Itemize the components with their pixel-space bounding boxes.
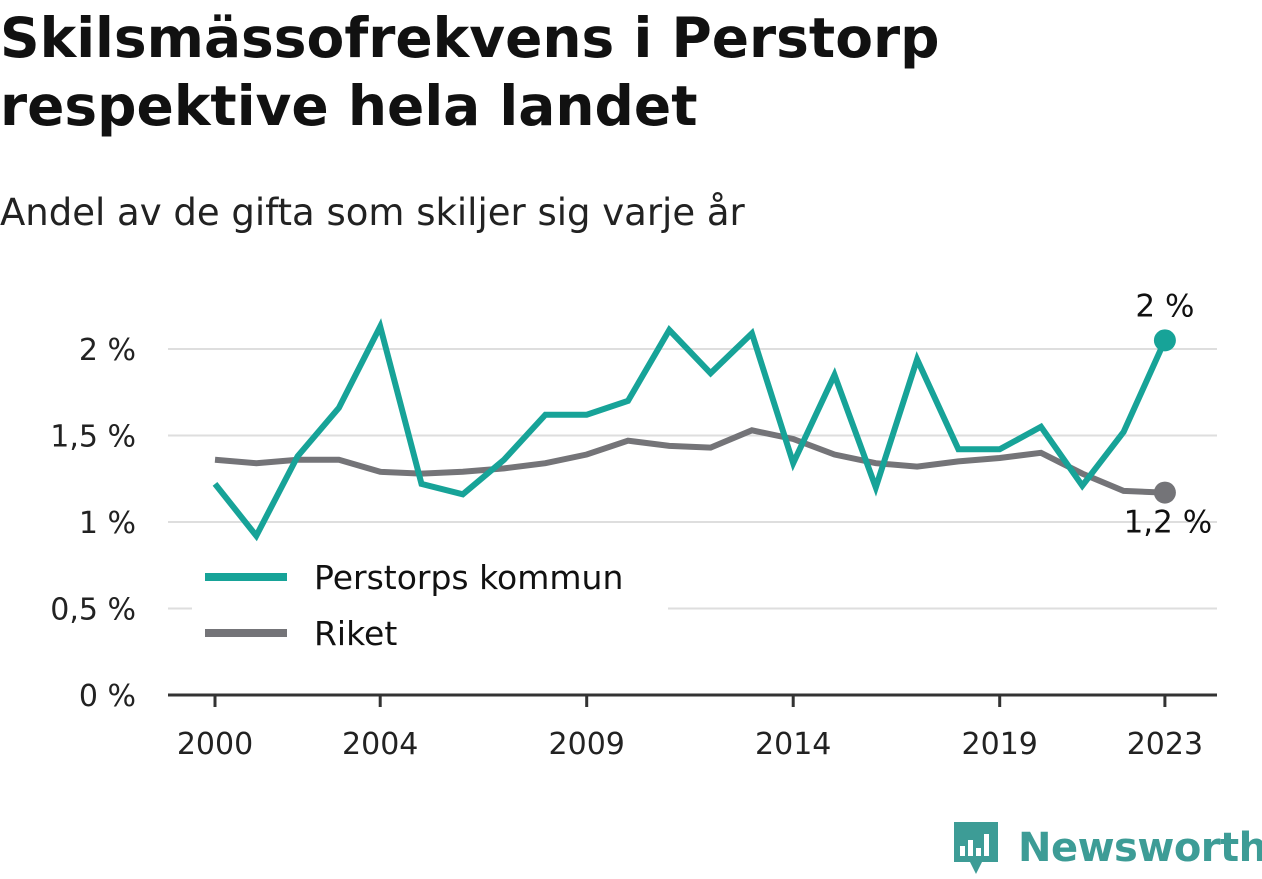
x-tick-label: 2009 (549, 727, 625, 762)
x-tick-label: 2023 (1127, 727, 1203, 762)
perstorp-end-label: 2 % (1135, 288, 1194, 324)
brand-name: Newsworthy (1018, 825, 1262, 871)
riket-line (214, 427, 1166, 496)
series-lines (212, 318, 1168, 542)
brand-logo: Newsworthy (950, 818, 1262, 878)
legend: Perstorps kommun Riket (192, 548, 668, 668)
y-tick-label: 1 % (79, 506, 136, 541)
y-tick-label: 2 % (79, 333, 136, 368)
end-points: 1,2 % 2 % (1124, 288, 1213, 540)
legend-label-perstorp: Perstorps kommun (314, 558, 623, 597)
y-tick-label: 1,5 % (50, 420, 136, 455)
y-tick-label: 0 % (79, 679, 136, 714)
legend-background (192, 548, 668, 668)
chart-title: Skilsmässofrekvens i Perstorp respektive… (0, 6, 940, 138)
y-axis-ticks: 0 % 0,5 % 1 % 1,5 % 2 % (50, 333, 136, 714)
newsworthy-logo-icon (954, 822, 998, 874)
chart-subtitle: Andel av de gifta som skiljer sig varje … (0, 191, 745, 234)
y-tick-label: 0,5 % (50, 593, 136, 628)
perstorp-line (212, 318, 1168, 542)
x-tick-label: 2004 (342, 727, 418, 762)
gridlines (168, 348, 1217, 697)
x-tick-label: 2014 (755, 727, 831, 762)
riket-end-label: 1,2 % (1124, 505, 1213, 541)
x-tick-label: 2000 (177, 727, 253, 762)
perstorp-end-point (1153, 329, 1176, 352)
riket-end-point (1153, 481, 1176, 504)
x-tick-label: 2019 (962, 727, 1038, 762)
legend-label-riket: Riket (314, 614, 397, 653)
x-axis-ticks: 2000 2004 2009 2014 2019 2023 (177, 695, 1203, 762)
